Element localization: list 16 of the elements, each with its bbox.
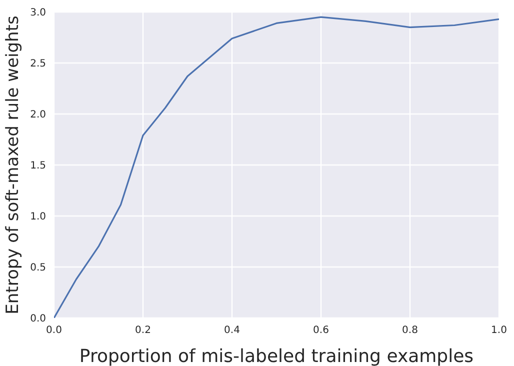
x-tick-label: 0.0 [46, 325, 62, 336]
x-tick-label: 0.6 [313, 325, 329, 336]
line-series [54, 16, 499, 318]
y-tick-label: 0.0 [30, 314, 46, 325]
y-tick-label: 2.5 [30, 58, 46, 70]
x-tick-label: 1.0 [491, 325, 507, 336]
y-tick-label: 1.5 [30, 160, 46, 172]
x-tick-label: 0.2 [135, 325, 151, 336]
y-tick-label: 3.0 [30, 8, 46, 19]
y-axis-title: Entropy of soft-maxed rule weights [3, 16, 24, 314]
y-tick-label: 1.0 [30, 212, 46, 223]
y-tick-label: 0.5 [30, 262, 46, 274]
x-tick-label: 0.8 [402, 325, 418, 336]
x-axis-title: Proportion of mis-labeled training examples [79, 346, 474, 366]
x-tick-label: 0.4 [224, 325, 240, 336]
y-tick-label: 2.0 [30, 110, 46, 121]
